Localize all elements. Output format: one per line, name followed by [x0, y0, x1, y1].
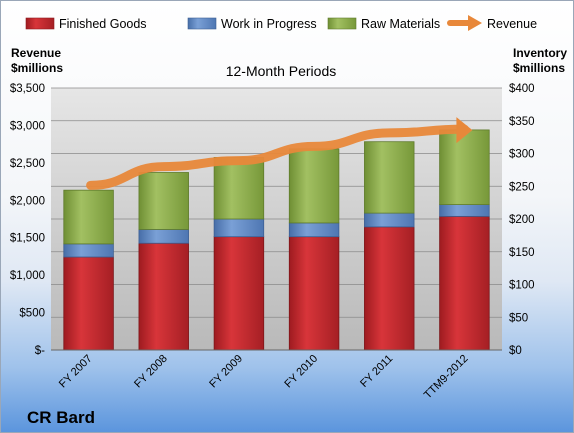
legend-item-raw-materials: Raw Materials	[327, 17, 440, 31]
legend-swatch-finished-goods	[25, 17, 55, 30]
bar-work-in-progress	[288, 222, 340, 238]
legend-swatch-raw-materials	[327, 17, 357, 30]
bar-raw-materials	[364, 141, 415, 214]
legend-label-work-in-progress: Work in Progress	[221, 17, 317, 31]
bars	[63, 129, 490, 351]
x-tick-label: TTM9-2012	[422, 353, 471, 402]
bar-raw-materials	[439, 129, 490, 205]
left-tick-label: $2,500	[10, 158, 45, 170]
legend-swatch-revenue-arrowhead	[468, 15, 482, 31]
legend-item-finished-goods: Finished Goods	[25, 17, 147, 31]
bar-work-in-progress	[213, 218, 265, 238]
x-tick-label: FY 2010	[282, 353, 320, 391]
right-tick-label: $150	[509, 247, 535, 259]
legend-swatch-work-in-progress	[187, 17, 217, 30]
gridlines	[51, 87, 502, 318]
left-axis-title-line1: Revenue	[11, 46, 61, 60]
legend-label-finished-goods: Finished Goods	[59, 17, 147, 31]
bar-finished-goods	[439, 215, 490, 351]
left-tick-label: $-	[35, 345, 45, 357]
revenue-line-layer	[86, 117, 473, 190]
left-axis-title-line2: $millions	[11, 61, 63, 75]
bar-raw-materials	[138, 172, 189, 230]
right-tick-label: $50	[509, 312, 528, 324]
left-tick-label: $1,000	[10, 270, 45, 282]
right-axis-title-line1: Inventory	[513, 46, 567, 60]
right-tick-label: $200	[509, 214, 535, 226]
left-tick-label: $2,000	[10, 195, 45, 207]
right-tick-label: $350	[509, 116, 535, 128]
right-tick-label: $250	[509, 181, 535, 193]
revenue-line	[86, 124, 469, 190]
bar-finished-goods	[213, 236, 265, 351]
legend-item-work-in-progress: Work in Progress	[187, 17, 317, 31]
left-tick-label: $3,000	[10, 120, 45, 132]
bar-finished-goods	[364, 226, 415, 351]
bar-work-in-progress	[63, 243, 114, 258]
right-axis-ticks: $0 $50 $100 $150 $200 $250 $300 $350 $400	[509, 83, 535, 357]
right-tick-label: $100	[509, 280, 535, 292]
right-tick-label: $0	[509, 345, 522, 357]
bar-work-in-progress	[364, 212, 415, 228]
x-tick-label: FY 2007	[57, 353, 95, 391]
legend-label-raw-materials: Raw Materials	[361, 17, 440, 31]
bar-work-in-progress	[138, 229, 189, 244]
bar-raw-materials	[63, 189, 114, 245]
legend-label-revenue: Revenue	[487, 17, 537, 31]
bar-raw-materials	[288, 148, 340, 224]
x-tick-label: FY 2009	[207, 353, 245, 391]
x-tick-label: FY 2011	[358, 353, 395, 390]
revenue-arrowhead	[456, 117, 473, 144]
right-tick-label: $300	[509, 149, 535, 161]
chart-title: 12-Month Periods	[226, 63, 337, 79]
bar-finished-goods	[63, 256, 114, 351]
left-tick-label: $3,500	[10, 83, 45, 95]
right-tick-label: $400	[509, 83, 535, 95]
x-tick-label: FY 2008	[132, 353, 170, 391]
x-axis-ticks: FY 2007 FY 2008 FY 2009 FY 2010 FY 2011 TTM9-…	[57, 353, 471, 402]
bar-work-in-progress	[439, 204, 490, 217]
bar-finished-goods	[138, 242, 189, 351]
bar-raw-materials	[213, 157, 265, 220]
bar-finished-goods	[288, 236, 340, 351]
company-label: CR Bard	[27, 408, 95, 427]
legend-item-revenue: Revenue	[447, 15, 537, 31]
left-tick-label: $500	[19, 308, 45, 320]
right-axis-title-line2: $millions	[513, 61, 565, 75]
left-tick-label: $1,500	[10, 233, 45, 245]
left-axis-ticks: $- $500 $1,000 $1,500 $2,000 $2,500 $3,000 $3,5…	[10, 83, 45, 357]
legend: Finished Goods Work in Progress Raw Mate…	[25, 15, 537, 31]
